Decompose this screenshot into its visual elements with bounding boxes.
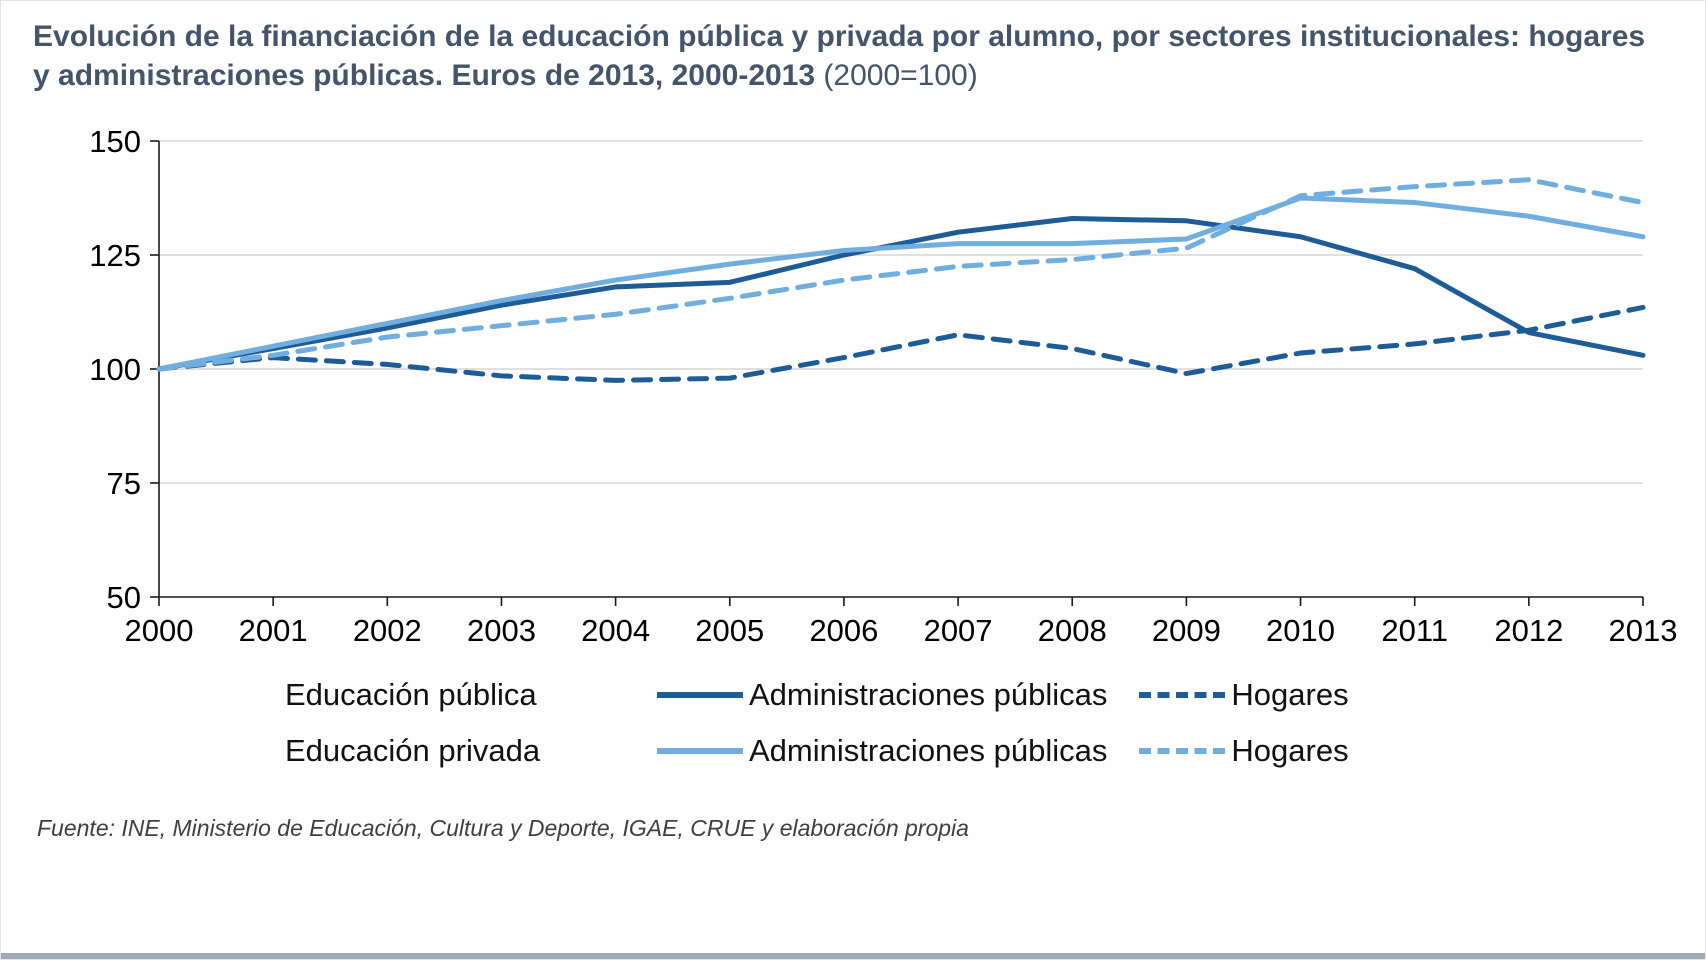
legend-entry: Hogares [1139, 733, 1349, 769]
legend: Educación pública Administraciones públi… [285, 667, 1381, 779]
chart-title-main: Evolución de la financiación de la educa… [33, 20, 1646, 92]
series-line-0 [156, 216, 1646, 372]
x-tick-label: 2003 [467, 613, 536, 648]
legend-group-label: Educación pública [285, 677, 537, 712]
chart-title-suffix: (2000=100) [823, 59, 978, 92]
line-sample-light-dashed [1139, 748, 1226, 754]
legend-entry: Administraciones públicas [657, 677, 1107, 713]
bottom-edge-strip [1, 953, 1705, 959]
x-tick-label: 2005 [695, 613, 764, 648]
source-note: Fuente: INE, Ministerio de Educación, Cu… [37, 815, 969, 841]
legend-entry: Hogares [1139, 677, 1349, 713]
legend-entry-label: Administraciones públicas [749, 733, 1108, 768]
y-tick-label: 100 [89, 352, 141, 387]
series-line-1 [156, 304, 1646, 383]
x-tick-label: 2007 [924, 613, 993, 648]
x-tick-label: 2001 [239, 613, 308, 648]
legend-row-privada: Educación privada Administraciones públi… [285, 723, 1381, 779]
legend-entry: Administraciones públicas [657, 733, 1107, 769]
chart-title: Evolución de la financiación de la educa… [33, 17, 1653, 95]
x-tick-label: 2002 [353, 613, 422, 648]
x-tick-label: 2004 [581, 613, 650, 648]
x-tick-label: 2008 [1038, 613, 1107, 648]
x-tick-label: 2000 [125, 613, 194, 648]
series-line-3 [156, 177, 1646, 372]
y-tick-label: 125 [89, 238, 141, 273]
legend-row-publica: Educación pública Administraciones públi… [285, 667, 1381, 723]
x-tick-label: 2011 [1381, 613, 1448, 648]
line-sample-dark-dashed [1139, 692, 1226, 698]
x-tick-label: 2013 [1609, 613, 1678, 648]
x-tick-label: 2010 [1266, 613, 1335, 648]
legend-entry-label: Administraciones públicas [749, 677, 1108, 712]
y-tick-label: 50 [107, 580, 141, 615]
line-sample-light-solid [657, 748, 743, 754]
x-tick-label: 2012 [1494, 613, 1563, 648]
y-tick-label: 75 [107, 466, 141, 501]
line-chart: 50 75 100 125 150 2000 2001 2002 2003 2004 2005 200… [89, 124, 1678, 648]
series-line-2 [156, 195, 1646, 372]
y-tick-label: 150 [89, 124, 141, 159]
legend-entry-label: Hogares [1231, 677, 1349, 712]
legend-group-label: Educación privada [285, 733, 541, 768]
line-sample-dark-solid [657, 692, 743, 698]
legend-entry-label: Hogares [1231, 733, 1349, 768]
x-tick-label: 2009 [1152, 613, 1221, 648]
x-tick-label: 2006 [809, 613, 878, 648]
